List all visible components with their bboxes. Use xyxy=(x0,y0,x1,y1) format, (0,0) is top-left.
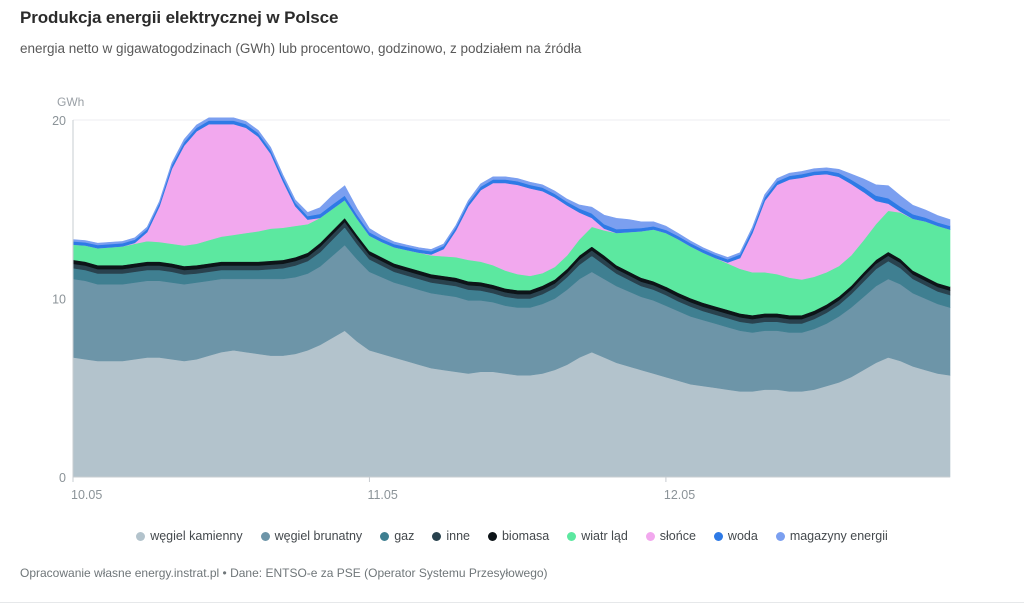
area-series-group xyxy=(72,117,951,478)
legend-item[interactable]: węgiel kamienny xyxy=(136,529,243,543)
stacked-area-chart: 0 10 20 10.05 11.05 12.05 xyxy=(52,114,951,502)
area-series-magazyny_energii[interactable] xyxy=(72,117,951,260)
y-tick-label: 0 xyxy=(59,471,66,485)
x-tick-label: 10.05 xyxy=(71,488,102,502)
legend-color-swatch-icon xyxy=(260,531,270,541)
chart-subtitle: energia netto w gigawatogodzinach (GWh) … xyxy=(20,41,582,56)
x-axis-ticks: 10.05 11.05 12.05 xyxy=(71,477,695,502)
legend-color-swatch-icon xyxy=(645,531,655,541)
y-axis-unit-label: GWh xyxy=(57,95,85,109)
legend-item[interactable]: węgiel brunatny xyxy=(260,529,363,543)
y-tick-label: 20 xyxy=(52,114,66,128)
legend-item[interactable]: gaz xyxy=(380,529,414,543)
legend-item-label: magazyny energii xyxy=(789,529,888,543)
legend-color-swatch-icon xyxy=(136,531,146,541)
x-tick-label: 12.05 xyxy=(664,488,695,502)
legend-item-label: węgiel kamienny xyxy=(150,529,243,543)
x-tick-label: 11.05 xyxy=(367,488,397,502)
legend-item-label: inne xyxy=(446,529,470,543)
legend-color-swatch-icon xyxy=(713,531,723,541)
legend-item-label: wiatr ląd xyxy=(581,529,628,543)
legend-item[interactable]: woda xyxy=(713,529,758,543)
legend-item-label: woda xyxy=(727,529,758,543)
legend-item[interactable]: biomasa xyxy=(487,529,550,543)
legend-color-swatch-icon xyxy=(380,531,390,541)
chart-legend: węgiel kamienny węgiel brunatny gaz inne bio… xyxy=(0,529,1024,543)
legend-item-label: węgiel brunatny xyxy=(274,529,363,543)
y-axis-ticks: 0 10 20 xyxy=(52,114,66,485)
legend-item-label: gaz xyxy=(394,529,415,543)
legend-item-label: biomasa xyxy=(501,529,550,543)
legend-item[interactable]: wiatr ląd xyxy=(567,529,628,543)
y-tick-label: 10 xyxy=(52,293,66,307)
page-title: Produkcja energii elektrycznej w Polsce xyxy=(20,8,339,27)
legend-item-label: słońce xyxy=(659,529,696,543)
legend-item[interactable]: słońce xyxy=(645,529,696,543)
legend-color-swatch-icon xyxy=(775,531,785,541)
axis-lines xyxy=(72,120,950,478)
legend-color-swatch-icon xyxy=(432,531,442,541)
chart-footnote: Opracowanie własne energy.instrat.pl • D… xyxy=(20,566,548,580)
legend-item[interactable]: inne xyxy=(432,529,470,543)
legend-color-swatch-icon xyxy=(487,531,497,541)
legend-color-swatch-icon xyxy=(567,531,577,541)
legend-item[interactable]: magazyny energii xyxy=(775,529,888,543)
plot-area: 0 10 20 10.05 11.05 12.05 xyxy=(52,114,951,502)
